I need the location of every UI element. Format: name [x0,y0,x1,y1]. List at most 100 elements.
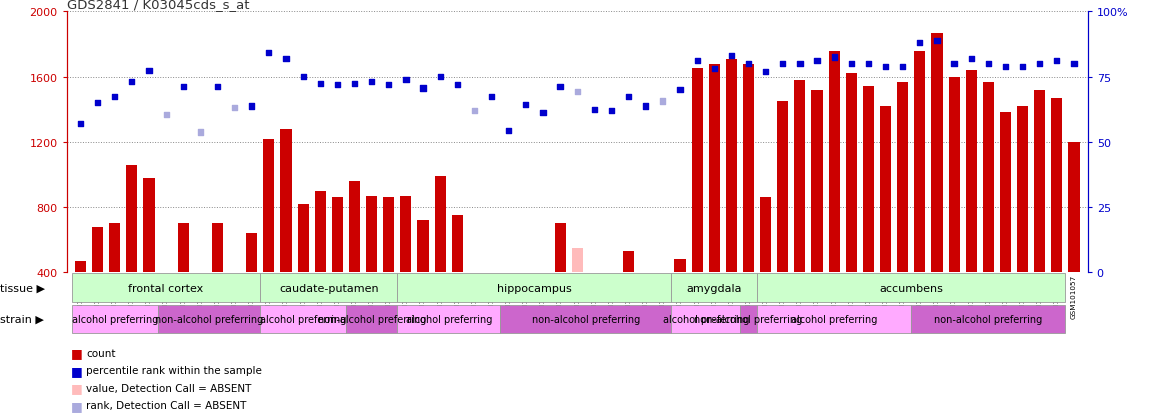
Bar [674,260,686,273]
Text: alcohol preferring: alcohol preferring [71,314,158,324]
Text: alcohol preferring: alcohol preferring [405,314,491,324]
Bar [605,273,617,287]
Bar [144,178,154,273]
Bar [264,139,274,273]
Point [174,84,192,90]
Point [928,38,946,45]
Point [619,94,638,100]
Point [567,89,586,95]
Bar [346,305,397,333]
Point [534,110,552,116]
Point [482,94,501,100]
Text: alcohol preferring: alcohol preferring [260,314,346,324]
Bar [229,273,241,325]
Point [380,82,398,89]
Bar [846,74,856,273]
Bar [966,71,977,273]
Bar [109,224,121,273]
Point [585,107,603,113]
Point [876,64,894,71]
Point [208,84,227,90]
Point [756,69,775,76]
Bar [366,196,378,273]
Point [430,74,449,81]
Bar [538,273,549,302]
Text: alcohol preferring: alcohol preferring [791,314,877,324]
Bar [742,64,754,273]
Text: ■: ■ [71,399,83,412]
Bar [486,273,497,279]
Bar [914,51,925,273]
Point [997,64,1015,71]
Text: strain ▶: strain ▶ [0,314,44,324]
Bar [246,234,258,273]
Bar [1017,107,1028,273]
Text: tissue ▶: tissue ▶ [0,283,45,293]
Bar [671,274,757,302]
Bar [709,64,719,273]
Point [791,61,809,68]
Bar [1000,113,1011,273]
Bar [726,59,737,273]
Point [739,61,757,68]
Text: hippocampus: hippocampus [497,283,572,293]
Bar [740,305,757,333]
Bar [657,273,669,281]
Point [980,61,998,68]
Text: percentile rank within the sample: percentile rank within the sample [86,366,262,375]
Bar [757,274,1066,302]
Point [191,129,209,136]
Bar [468,273,480,318]
Bar [863,87,874,273]
Point [808,58,826,64]
Point [363,79,381,85]
Text: non-alcohol preferring: non-alcohol preferring [318,314,426,324]
Point [945,61,963,68]
Bar [160,273,171,325]
Point [89,100,107,107]
Bar [418,221,428,273]
Bar [589,273,600,276]
Point [414,85,433,92]
Bar [397,305,501,333]
Text: amygdala: amygdala [686,283,742,293]
Point [1047,58,1066,64]
Point [260,50,279,56]
Bar [92,227,104,273]
Point [157,112,175,118]
Point [843,61,861,68]
Bar [401,196,412,273]
Bar [331,198,343,273]
Point [328,82,346,89]
Point [602,108,620,115]
Bar [811,90,823,273]
Point [893,64,912,71]
Point [825,55,844,61]
Text: caudate-putamen: caudate-putamen [279,283,379,293]
Bar [383,198,395,273]
Point [397,77,416,84]
Bar [829,51,840,273]
Text: non-alcohol preferring: non-alcohol preferring [935,314,1043,324]
Text: rank, Detection Call = ABSENT: rank, Detection Call = ABSENT [86,400,246,410]
Bar [555,224,565,273]
Bar [948,77,960,273]
Point [1030,61,1049,68]
Bar [349,182,360,273]
Bar [212,224,223,273]
Point [345,81,364,87]
Bar [1034,90,1045,273]
Bar [777,102,788,273]
Text: ■: ■ [71,347,83,360]
Bar [671,305,740,333]
Point [1065,61,1083,68]
Bar [177,224,189,273]
Point [910,40,929,47]
Point [706,66,724,73]
Point [688,58,707,64]
Bar [983,82,994,273]
Bar [794,81,806,273]
Bar [931,33,943,273]
Bar [397,274,671,302]
Bar [760,198,771,273]
